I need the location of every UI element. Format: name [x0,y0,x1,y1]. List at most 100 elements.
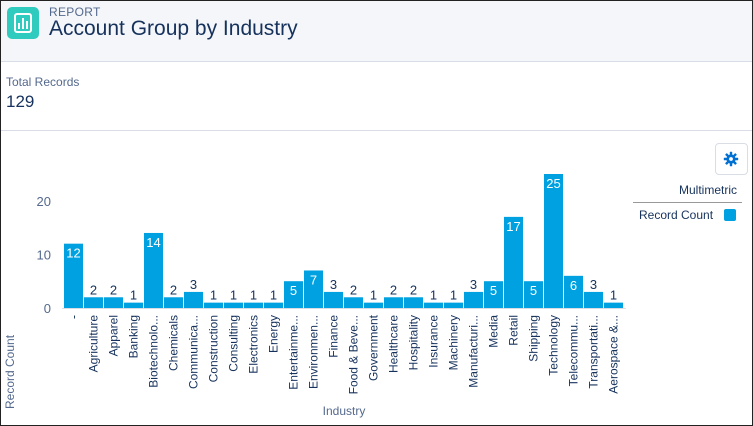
total-records-value: 129 [6,92,35,111]
data-label: 2 [170,282,177,297]
bar [604,302,623,308]
bar [484,281,503,308]
bar [284,281,303,308]
data-label: 3 [330,277,337,292]
data-label: 25 [546,176,560,191]
data-label: 2 [390,282,397,297]
data-label: 3 [190,277,197,292]
y-axis: 0 10 20 [37,194,51,316]
x-tick-label: Shipping [527,315,541,362]
bar [504,216,523,308]
bar [144,232,163,308]
bar [164,297,183,308]
x-tick-label: Electronics [247,315,261,374]
x-tick-label: Food & Beve... [347,315,361,394]
bar [544,174,563,308]
bar [204,302,223,308]
total-records-label: Total Records [6,75,80,89]
x-tick-label: Aerospace &... [607,315,621,394]
data-label: 6 [570,278,577,293]
data-label: 7 [310,272,317,287]
x-tick-label: Manufacturi... [467,315,481,388]
data-label: 1 [130,288,137,303]
summary-panel: Total Records 129 [1,61,752,131]
x-tick-label: Machinery [447,315,461,370]
data-label: 14 [146,235,160,250]
data-label: 1 [250,288,257,303]
bar [384,297,403,308]
y-tick-label: 10 [37,247,51,262]
legend-item-label: Record Count [639,208,714,222]
x-tick-label: Finance [327,315,341,358]
bar [584,291,603,308]
x-tick-label: Communica... [187,315,201,389]
x-tick-label: Chemicals [167,315,181,371]
x-tick-label: Construction [207,315,221,382]
legend-title: Multimetric [678,183,737,197]
report-chart-icon [7,7,39,39]
data-label: 1 [430,288,437,303]
data-label: 5 [490,283,497,298]
data-label: 1 [610,288,617,303]
bar [84,297,103,308]
x-tick-label: Insurance [427,315,441,368]
x-tick-label: Retail [507,315,521,346]
data-label: 3 [470,277,477,292]
gear-icon [723,151,739,167]
data-label: 1 [370,288,377,303]
y-axis-title: Record Count [3,334,17,409]
data-label: 5 [290,283,297,298]
bar [124,302,143,308]
x-tick-label: Government [367,314,381,381]
bar [524,281,543,308]
bar [424,302,443,308]
bar [104,297,123,308]
bar [224,302,243,308]
x-axis: - Agriculture Apparel Banking Biotechnolo...… [67,314,621,394]
bar [564,275,583,308]
bar [264,302,283,308]
x-tick-label: Healthcare [387,315,401,373]
bar [444,302,463,308]
x-tick-label: - [67,315,81,319]
y-tick-label: 0 [44,301,51,316]
x-tick-label: Environmen... [307,315,321,389]
x-tick-label: Transportati... [587,315,601,389]
chart-settings-button[interactable] [715,143,748,175]
x-tick-label: Biotechnolo... [147,315,161,388]
x-tick-label: Apparel [107,315,121,356]
data-label: 1 [210,288,217,303]
data-label: 1 [450,288,457,303]
data-label: 2 [110,282,117,297]
data-label: 3 [590,277,597,292]
x-tick-label: Consulting [227,315,241,372]
x-tick-label: Entertainme... [287,315,301,390]
data-label: 1 [270,288,277,303]
bar [244,302,263,308]
bar [344,297,363,308]
y-tick-label: 20 [37,194,51,209]
bar [324,291,343,308]
data-label: 5 [530,283,537,298]
bar [184,291,203,308]
x-tick-label: Media [487,315,501,348]
data-label: 2 [350,282,357,297]
report-header: REPORT Account Group by Industry [1,1,752,62]
data-label: 17 [506,219,520,234]
bar [404,297,423,308]
bar [464,291,483,308]
x-tick-label: Banking [127,315,141,358]
x-tick-label: Technology [547,315,561,376]
data-label: 2 [410,282,417,297]
report-eyebrow: REPORT [49,5,101,19]
data-label: 1 [230,288,237,303]
bar [304,270,323,308]
x-axis-title: Industry [323,404,366,418]
bar [364,302,383,308]
x-tick-label: Energy [267,315,281,353]
page-title: Account Group by Industry [49,17,298,40]
bar [64,243,83,308]
